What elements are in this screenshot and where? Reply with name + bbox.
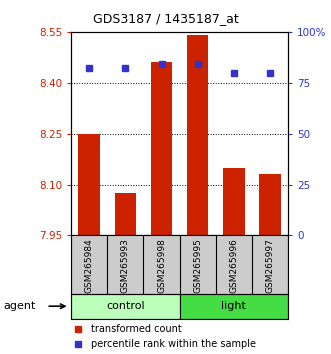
Bar: [187, 35, 209, 235]
Bar: [78, 134, 100, 235]
Text: GSM265995: GSM265995: [193, 238, 202, 293]
Text: percentile rank within the sample: percentile rank within the sample: [91, 339, 256, 349]
Bar: [71, 294, 179, 319]
Text: GSM265993: GSM265993: [121, 238, 130, 293]
Bar: [259, 175, 281, 235]
Bar: [115, 193, 136, 235]
Text: agent: agent: [3, 301, 36, 311]
Text: transformed count: transformed count: [91, 324, 181, 333]
Bar: [223, 167, 245, 235]
Text: GSM265998: GSM265998: [157, 238, 166, 293]
Text: light: light: [221, 301, 246, 311]
Text: GSM265996: GSM265996: [229, 238, 238, 293]
Text: control: control: [106, 301, 145, 311]
Bar: [151, 62, 172, 235]
Text: GDS3187 / 1435187_at: GDS3187 / 1435187_at: [93, 12, 238, 25]
Text: GSM265984: GSM265984: [85, 238, 94, 293]
Bar: [179, 294, 288, 319]
Text: GSM265997: GSM265997: [265, 238, 274, 293]
